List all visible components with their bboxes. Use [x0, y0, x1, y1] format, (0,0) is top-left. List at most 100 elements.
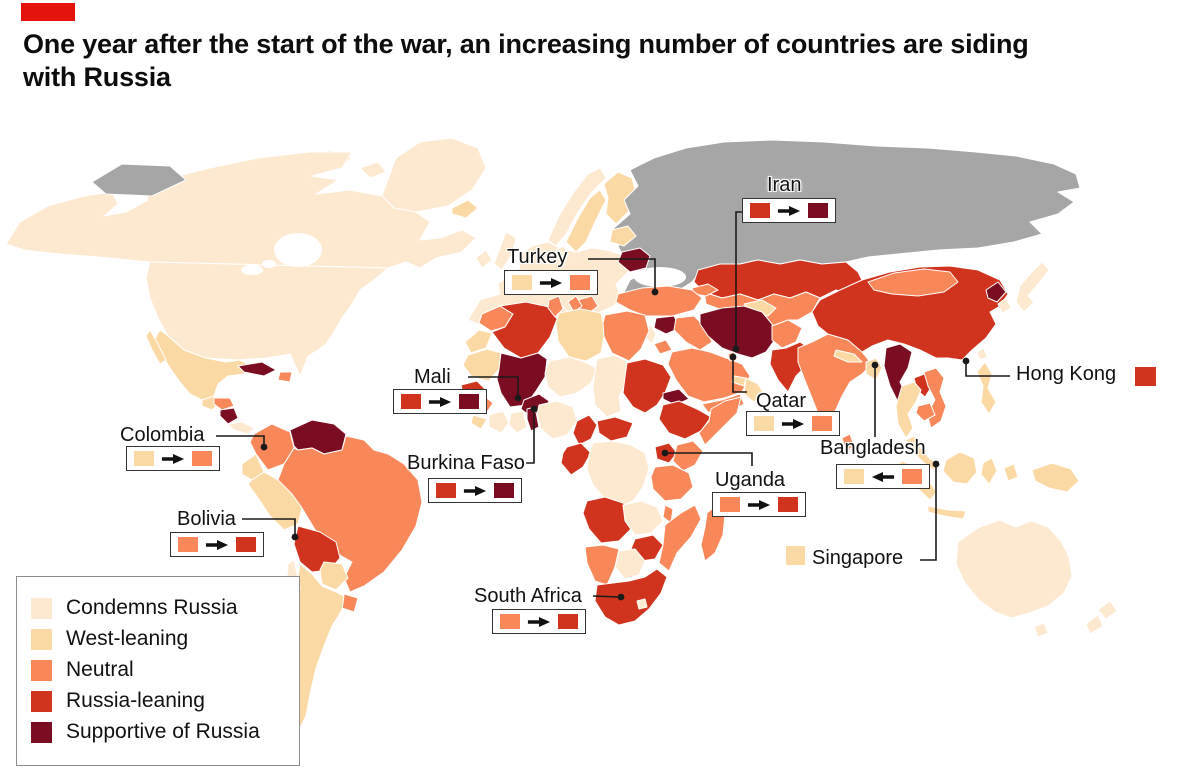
colombia-before-swatch	[134, 451, 154, 466]
iran-leader-line	[735, 211, 744, 349]
annotation-turkey-change-box	[504, 270, 598, 295]
annotation-iran-label: Iran	[767, 174, 802, 196]
annotation-turkey-label: Turkey	[507, 246, 568, 268]
region-tanzania	[650, 464, 694, 502]
annotation-burkina-faso-change-box	[428, 478, 522, 503]
region-baja	[145, 329, 167, 365]
right-arrow-icon	[161, 453, 185, 464]
region-ivory-coast	[488, 410, 510, 434]
legend-row: West-leaning	[31, 627, 285, 651]
colombia-leader-line	[216, 435, 265, 446]
singapore-dot	[932, 460, 940, 468]
mali-dot	[514, 394, 522, 402]
bolivia-before-swatch	[178, 537, 198, 552]
region-sri-lanka	[841, 433, 855, 453]
bangladesh-before-swatch	[902, 469, 922, 484]
south-africa-dot	[617, 593, 625, 601]
legend-row: Neutral	[31, 658, 285, 682]
iran-dot	[732, 345, 740, 353]
hong-kong-dot	[962, 357, 970, 365]
annotation-south-africa-label: South Africa	[474, 585, 582, 607]
region-paraguay	[319, 561, 349, 591]
legend-row: Russia-leaning	[31, 689, 285, 713]
mali-leader-line	[468, 376, 519, 397]
legend-label: Russia-leaning	[66, 689, 205, 712]
region-sudan	[622, 358, 672, 414]
region-namibia	[584, 544, 620, 586]
region-drc	[586, 440, 650, 508]
bangladesh-after-swatch	[844, 469, 864, 484]
annotation-burkina-faso-label: Burkina Faso	[407, 452, 525, 474]
right-arrow-icon	[539, 277, 563, 288]
uganda-after-swatch	[778, 497, 798, 512]
region-chukotka	[91, 163, 187, 197]
legend-label: West-leaning	[66, 627, 189, 650]
region-tasmania	[1033, 622, 1049, 638]
region-bosnia	[567, 295, 583, 313]
mali-before-swatch	[401, 394, 421, 409]
region-turkey	[615, 285, 703, 317]
iran-after-swatch	[808, 203, 828, 218]
annotation-mali-change-box	[393, 389, 487, 414]
qatar-after-swatch	[812, 416, 832, 431]
uganda-before-swatch	[720, 497, 740, 512]
condemns-russia-swatch	[31, 597, 52, 619]
region-niger	[544, 356, 598, 398]
region-nepal	[833, 349, 863, 363]
annotation-uganda-change-box	[712, 492, 806, 517]
annotation-singapore-label: Singapore	[812, 547, 904, 569]
region-finland	[603, 171, 637, 225]
annotation-bangladesh-change-box	[836, 464, 930, 489]
legend-label: Condemns Russia	[66, 596, 238, 619]
leader-lines	[216, 211, 1010, 598]
region-greenland	[381, 137, 487, 213]
right-arrow-icon	[527, 616, 551, 627]
region-lesotho	[636, 598, 648, 610]
region-sweden	[565, 189, 607, 253]
bolivia-leader-line	[242, 518, 296, 535]
region-norway	[547, 167, 607, 247]
region-china	[811, 265, 1009, 361]
region-uk	[493, 231, 517, 271]
region-bangladesh	[865, 357, 883, 381]
annotation-colombia-change-box	[126, 446, 220, 471]
region-libya	[555, 308, 606, 362]
great-lakes-water	[262, 260, 276, 268]
region-syria	[653, 315, 681, 335]
region-mozambique	[658, 504, 702, 572]
annotation-bolivia-label: Bolivia	[177, 508, 236, 530]
region-afghanistan	[771, 319, 803, 349]
region-cameroon	[572, 414, 598, 446]
region-peru	[247, 471, 303, 531]
economist-red-tab	[21, 3, 75, 21]
region-botswana	[614, 548, 646, 580]
region-honduras	[213, 397, 235, 411]
qatar-leader-line	[732, 358, 747, 393]
right-arrow-icon	[428, 396, 452, 407]
right-arrow-icon	[781, 418, 805, 429]
west-leaning-swatch	[31, 628, 52, 650]
region-angola	[582, 496, 636, 544]
region-south-korea	[997, 297, 1012, 314]
region-mauritania	[462, 348, 502, 382]
right-arrow-icon	[205, 539, 229, 550]
region-belarus	[617, 247, 651, 273]
colombia-dot	[260, 443, 268, 451]
legend-row: Supportive of Russia	[31, 720, 285, 744]
turkey-leader-line	[588, 258, 656, 290]
region-iceland	[451, 199, 479, 219]
annotation-south-africa-change-box	[492, 609, 586, 634]
supportive-of-russia-swatch	[31, 721, 52, 743]
legend-row: Condemns Russia	[31, 596, 285, 620]
singapore-swatch	[786, 546, 805, 565]
region-taiwan	[976, 347, 988, 361]
annotation-uganda-label: Uganda	[715, 469, 786, 491]
region-brazil	[277, 435, 423, 593]
region-w-sahara	[464, 329, 493, 354]
region-nicaragua	[219, 407, 239, 425]
uganda-dot	[661, 449, 669, 457]
region-iran	[699, 305, 777, 359]
region-venezuela	[289, 419, 347, 455]
legend-label: Supportive of Russia	[66, 720, 260, 743]
